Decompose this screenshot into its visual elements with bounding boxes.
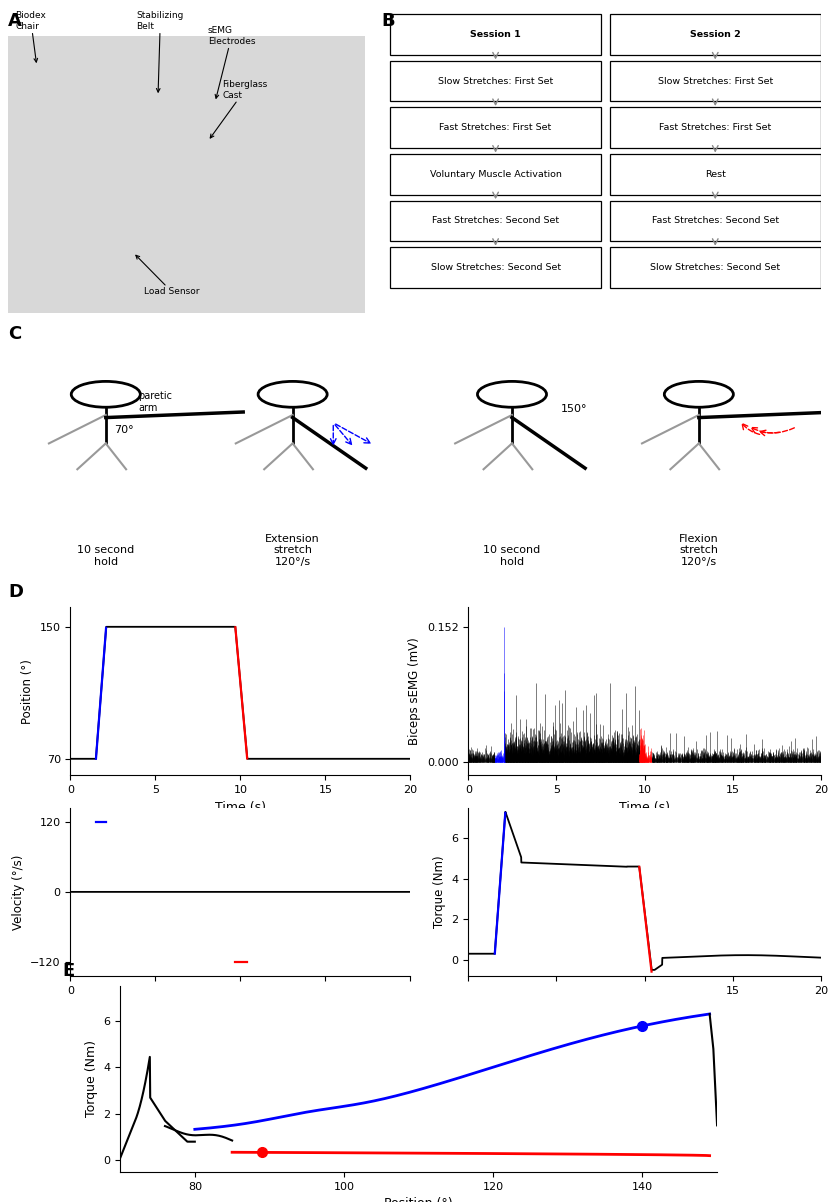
FancyBboxPatch shape: [390, 61, 600, 101]
X-axis label: Time (s): Time (s): [214, 1001, 266, 1014]
Text: Fast Stretches: First Set: Fast Stretches: First Set: [439, 124, 551, 132]
Text: paretic
arm: paretic arm: [138, 392, 172, 412]
Text: Load Sensor: Load Sensor: [136, 255, 199, 296]
Text: Fast Stretches: Second Set: Fast Stretches: Second Set: [651, 216, 777, 225]
Text: 70°: 70°: [113, 426, 133, 435]
Y-axis label: Biceps sEMG (mV): Biceps sEMG (mV): [408, 637, 421, 745]
Text: Stabilizing
Belt: Stabilizing Belt: [137, 11, 184, 93]
X-axis label: Time (s): Time (s): [214, 801, 266, 814]
Text: Slow Stretches: First Set: Slow Stretches: First Set: [657, 77, 772, 85]
Text: Extension
stretch
120°/s: Extension stretch 120°/s: [265, 534, 320, 567]
Text: 10 second
hold: 10 second hold: [483, 546, 540, 567]
FancyBboxPatch shape: [609, 201, 820, 242]
Text: Session 2: Session 2: [689, 30, 739, 38]
X-axis label: Time (s): Time (s): [619, 1001, 669, 1014]
FancyBboxPatch shape: [390, 14, 600, 55]
FancyBboxPatch shape: [390, 201, 600, 242]
Y-axis label: Torque (Nm): Torque (Nm): [84, 1040, 98, 1118]
Text: B: B: [381, 12, 394, 30]
Text: Slow Stretches: Second Set: Slow Stretches: Second Set: [649, 263, 779, 272]
FancyBboxPatch shape: [609, 14, 820, 55]
Text: Slow Stretches: Second Set: Slow Stretches: Second Set: [430, 263, 560, 272]
FancyBboxPatch shape: [609, 61, 820, 101]
FancyBboxPatch shape: [8, 36, 364, 313]
FancyBboxPatch shape: [609, 248, 820, 287]
Text: Flexion
stretch
120°/s: Flexion stretch 120°/s: [678, 534, 718, 567]
Y-axis label: Torque (Nm): Torque (Nm): [432, 856, 445, 928]
FancyBboxPatch shape: [609, 107, 820, 148]
FancyBboxPatch shape: [390, 248, 600, 287]
X-axis label: Time (s): Time (s): [619, 801, 669, 814]
Text: Session 1: Session 1: [469, 30, 520, 38]
Text: Fast Stretches: First Set: Fast Stretches: First Set: [658, 124, 771, 132]
Text: C: C: [8, 325, 22, 343]
Text: Biodex
Chair: Biodex Chair: [16, 11, 46, 63]
X-axis label: Position (°): Position (°): [384, 1197, 452, 1202]
Text: Slow Stretches: First Set: Slow Stretches: First Set: [437, 77, 552, 85]
Text: Voluntary Muscle Activation: Voluntary Muscle Activation: [429, 169, 561, 179]
FancyBboxPatch shape: [390, 107, 600, 148]
Text: Fast Stretches: Second Set: Fast Stretches: Second Set: [431, 216, 558, 225]
Text: Rest: Rest: [704, 169, 724, 179]
Text: sEMG
Electrodes: sEMG Electrodes: [208, 26, 255, 99]
FancyBboxPatch shape: [609, 154, 820, 195]
Y-axis label: Velocity (°/s): Velocity (°/s): [12, 855, 25, 929]
Text: A: A: [8, 12, 22, 30]
Text: 10 second
hold: 10 second hold: [77, 546, 134, 567]
Y-axis label: Position (°): Position (°): [22, 659, 34, 724]
Text: E: E: [62, 962, 75, 980]
Text: D: D: [8, 583, 23, 601]
Text: Fiberglass
Cast: Fiberglass Cast: [210, 81, 267, 138]
FancyBboxPatch shape: [390, 154, 600, 195]
Text: 150°: 150°: [560, 404, 586, 415]
